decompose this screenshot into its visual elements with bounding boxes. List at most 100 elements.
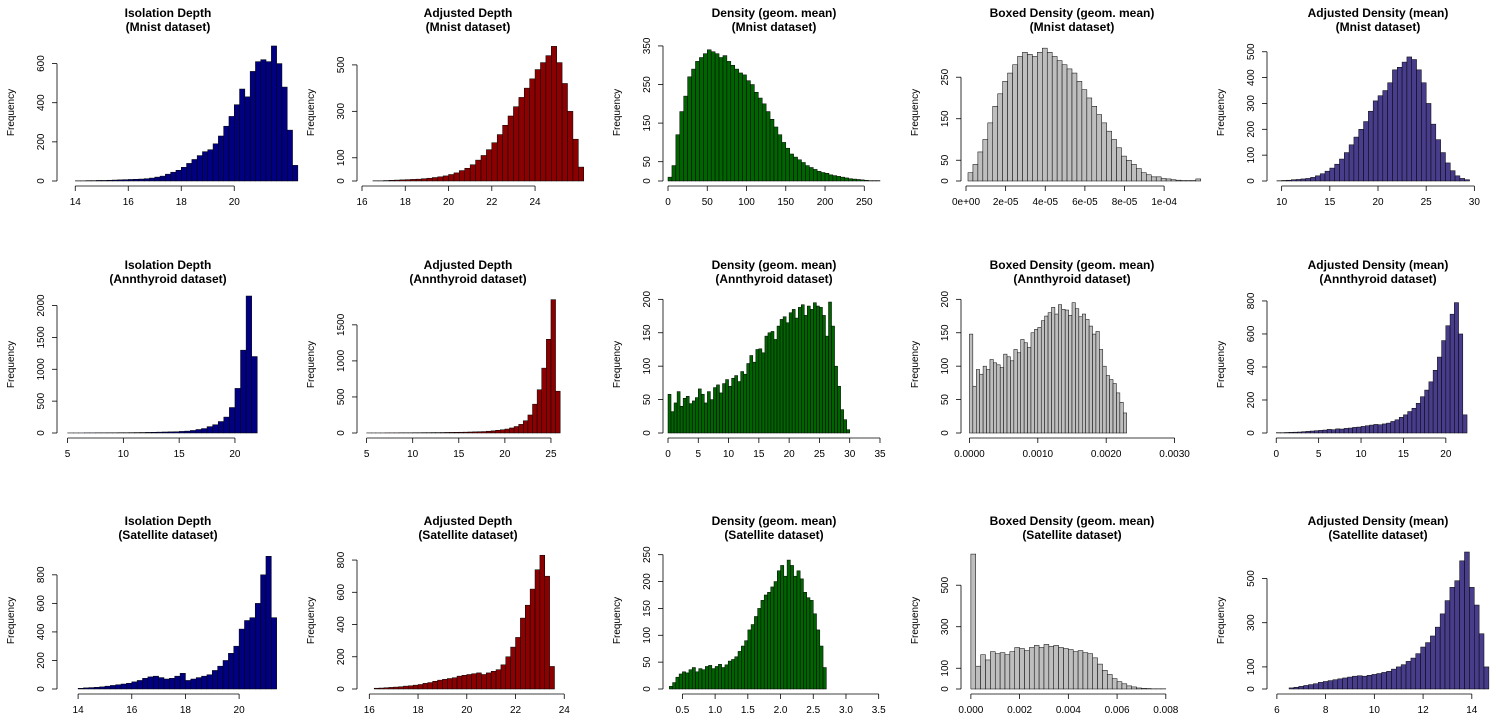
y-tick-label: 50: [642, 394, 653, 406]
chart-title: Density (geom. mean): [712, 6, 837, 20]
histogram-bar: [791, 309, 796, 434]
histogram-bar: [724, 664, 729, 690]
x-tick-label: 16: [364, 705, 376, 716]
histogram-bar: [1377, 95, 1384, 182]
histogram-bar: [133, 178, 140, 182]
histogram-bar: [761, 103, 767, 182]
histogram-bar: [550, 299, 556, 434]
x-tick-label: 2.0: [774, 705, 788, 716]
bars: [1275, 302, 1468, 434]
x-tick-label: 5: [65, 449, 71, 460]
histogram-bar: [1109, 379, 1114, 434]
y-tick-label: 300: [940, 618, 951, 635]
histogram-panel-6: Isolation Depth(Annthyroid dataset) Frequ…: [6, 258, 258, 460]
histogram-bar: [1105, 375, 1110, 434]
x-tick-label: 22: [510, 705, 522, 716]
y-tick-label: 150: [940, 324, 951, 341]
chart-subtitle: (Satellite dataset): [724, 528, 823, 542]
histogram-bar: [796, 570, 801, 690]
histogram-bar: [764, 335, 769, 434]
histogram-bar: [448, 174, 455, 182]
x-tick-label: 3.0: [839, 705, 853, 716]
histogram-bar: [403, 685, 409, 690]
histogram-bar: [1415, 653, 1421, 690]
histogram-bar: [710, 399, 714, 434]
histogram-bar: [1335, 428, 1341, 434]
histogram-bar: [510, 646, 516, 690]
histogram-bar: [1037, 327, 1042, 434]
chart-title: Adjusted Density (mean): [1308, 258, 1449, 272]
histogram-bar: [1051, 307, 1056, 434]
histogram-bar: [1096, 114, 1102, 182]
histogram-bar: [810, 309, 814, 434]
histogram-bar: [523, 87, 530, 182]
histogram-bar: [1058, 304, 1062, 434]
histogram-bar: [848, 178, 853, 182]
x-tick-label: 0.5: [675, 705, 689, 716]
histogram-bar: [1327, 680, 1334, 690]
chart-title: Isolation Depth: [125, 258, 212, 272]
histogram-bar: [743, 373, 747, 434]
histogram-bar: [737, 651, 742, 690]
histogram-bar: [106, 179, 113, 182]
histogram-bar: [799, 578, 804, 690]
histogram-bar: [670, 411, 675, 434]
chart-subtitle: (Mnist dataset): [732, 20, 817, 34]
y-tick-label: 800: [36, 566, 47, 583]
y-tick-label: 100: [1246, 146, 1257, 163]
histogram-bar: [714, 53, 720, 182]
histogram-bar: [669, 686, 673, 690]
histogram-bar: [1293, 686, 1300, 690]
histogram-bar: [491, 142, 498, 182]
chart-subtitle: (Annthyroid dataset): [715, 272, 832, 286]
histogram-bar: [1075, 308, 1080, 434]
histogram-bar: [541, 367, 547, 434]
x-tick-label: 0.000: [958, 705, 983, 716]
histogram-bar: [1449, 587, 1456, 690]
histogram-bar: [1382, 90, 1388, 182]
x-tick-label: 250: [856, 197, 873, 208]
histogram-bar: [255, 61, 261, 182]
histogram-bar: [131, 681, 138, 690]
histogram-bar: [1381, 672, 1387, 690]
bars: [669, 559, 827, 690]
histogram-bar: [1097, 663, 1103, 690]
bars: [67, 295, 258, 434]
histogram-bar: [846, 429, 850, 434]
y-axis-label: Frequency: [6, 341, 17, 388]
histogram-bar: [1425, 103, 1432, 182]
histogram-bar: [1430, 123, 1437, 182]
histogram-bar: [1339, 428, 1345, 434]
histogram-bar: [1054, 313, 1059, 434]
x-tick-label: 12: [1418, 705, 1430, 716]
y-axis-label: Frequency: [1216, 597, 1227, 644]
histogram-bar: [1353, 136, 1359, 182]
histogram-bar: [1420, 646, 1426, 690]
bars: [969, 302, 1127, 434]
histogram-bar: [1017, 56, 1023, 182]
histogram-bar: [1024, 650, 1030, 690]
histogram-bar: [271, 45, 277, 182]
bars: [667, 49, 881, 182]
histogram-panel-7: Adjusted Depth(Annthyroid dataset) Freque…: [306, 258, 561, 460]
histogram-bar: [788, 312, 793, 434]
histogram-bar: [685, 672, 690, 690]
histogram-bar: [755, 349, 760, 434]
x-tick-label: 20: [234, 705, 246, 716]
histogram-bar: [265, 61, 272, 182]
histogram-bar: [239, 88, 246, 182]
histogram-bar: [1068, 649, 1074, 690]
y-tick-label: 100: [642, 626, 653, 643]
histogram-bar: [1086, 97, 1093, 182]
histogram-bar: [1014, 647, 1020, 690]
histogram-bar: [727, 660, 732, 690]
histogram-bar: [476, 672, 482, 690]
histogram-bar: [996, 364, 1001, 434]
histogram-bar: [676, 391, 681, 434]
histogram-bar: [1300, 178, 1306, 182]
y-tick-label: 150: [642, 114, 653, 131]
histogram-bar: [1081, 89, 1088, 182]
histogram-bar: [1309, 430, 1315, 434]
histogram-bar: [505, 656, 511, 690]
